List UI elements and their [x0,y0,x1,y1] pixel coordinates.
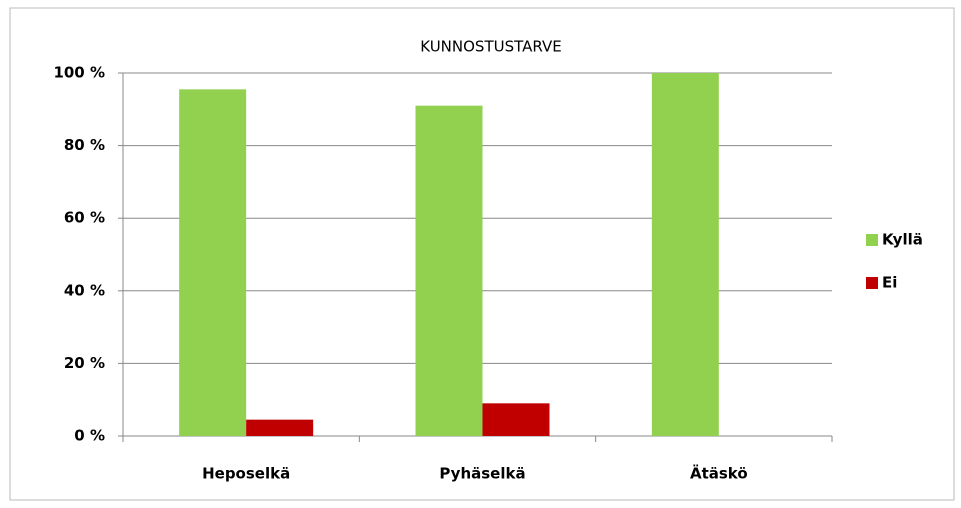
bar [482,403,550,436]
legend-swatch [866,277,878,289]
y-tick-label: 80 % [64,136,105,154]
y-tick-label: 0 % [74,427,105,445]
x-tick-label: Pyhäselkä [439,465,525,483]
x-tick-label: Ätäskö [690,464,748,483]
bar [415,105,483,437]
legend-label: Kyllä [882,231,923,249]
y-tick-label: 40 % [64,281,105,299]
legend-swatch [866,234,878,246]
y-tick-label: 20 % [64,354,105,372]
x-tick-label: Heposelkä [202,465,290,483]
y-tick-label: 60 % [64,209,105,227]
bar [246,419,314,436]
y-tick-label: 100 % [53,64,105,82]
legend-label: Ei [882,274,897,292]
chart-title: KUNNOSTUSTARVE [420,38,561,56]
bar [179,89,247,437]
bar [651,73,719,436]
